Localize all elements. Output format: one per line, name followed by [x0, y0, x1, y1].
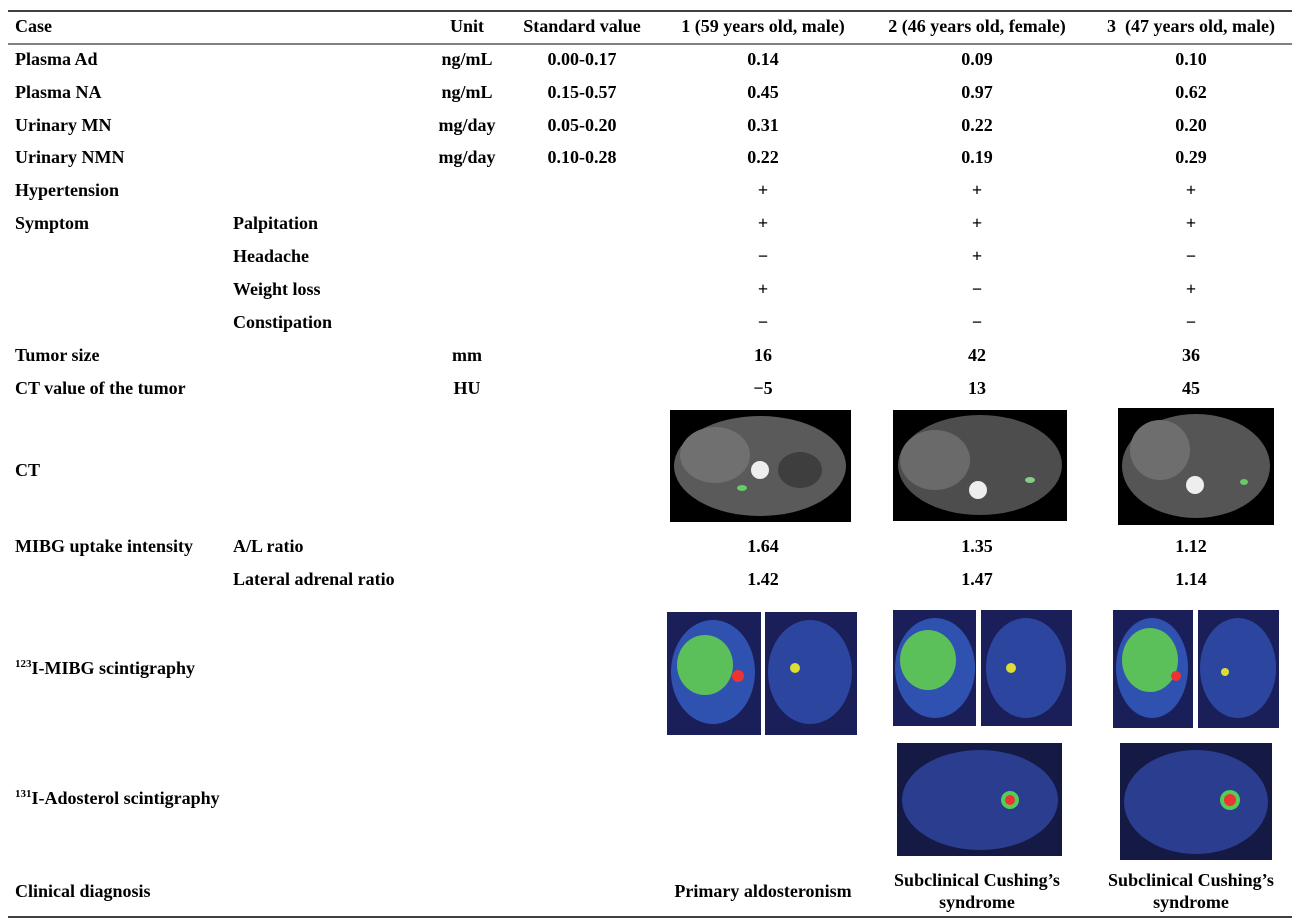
value-cell: − — [758, 246, 768, 266]
row-sublabel: Weight loss — [233, 279, 321, 299]
row-sublabel: A/L ratio — [233, 536, 304, 556]
mibg-image — [893, 610, 1072, 726]
value-cell: 0.97 — [961, 82, 993, 102]
standard-cell: 0.15-0.57 — [548, 82, 617, 102]
value-cell: −5 — [753, 378, 772, 398]
row-label: Tumor size — [15, 345, 100, 365]
isotope: 131 — [15, 788, 32, 800]
value-cell: − — [1186, 246, 1196, 266]
value-cell: 0.09 — [961, 49, 993, 69]
row-label: Clinical diagnosis — [15, 881, 151, 901]
value-cell: Subclinical Cushing’s — [1108, 870, 1274, 890]
value-cell: 42 — [968, 345, 986, 365]
value-cell: − — [1186, 312, 1196, 332]
ct-image — [1118, 408, 1274, 525]
value-cell: Subclinical Cushing’s — [894, 870, 1060, 890]
value-cell: 0.19 — [961, 147, 993, 167]
value-cell: 16 — [754, 345, 772, 365]
value-cell: 0.10 — [1175, 49, 1207, 69]
value-cell: 0.62 — [1175, 82, 1207, 102]
value-cell: 0.31 — [747, 115, 779, 135]
row-label: Hypertension — [15, 180, 119, 200]
value-cell: + — [758, 279, 768, 299]
value-cell: + — [972, 180, 982, 200]
value-cell: 1.14 — [1175, 569, 1207, 589]
table: Case Unit Standard value 1 (59 years old, m… — [0, 0, 1295, 919]
unit-cell: ng/mL — [441, 82, 492, 102]
row-sublabel: Headache — [233, 246, 309, 266]
ct-image — [670, 410, 851, 522]
value-cell: + — [758, 213, 768, 233]
unit-cell: ng/mL — [441, 49, 492, 69]
row-label-name: I-Adosterol scintigraphy — [32, 788, 220, 808]
value-cell: 1.35 — [961, 536, 993, 556]
row-label: Urinary NMN — [15, 147, 124, 167]
header-cell: 3 (47 years old, male) — [1107, 16, 1275, 37]
row-sublabel: Palpitation — [233, 213, 318, 233]
row-label: MIBG uptake intensity — [15, 536, 193, 556]
row-sublabel: Lateral adrenal ratio — [233, 569, 395, 589]
row-label: 123I-MIBG scintigraphy — [15, 658, 195, 679]
value-cell: + — [1186, 279, 1196, 299]
header-cell: Unit — [450, 16, 484, 36]
value-cell: 0.20 — [1175, 115, 1207, 135]
adosterol-image — [1120, 743, 1272, 860]
ct-image — [893, 410, 1067, 521]
row-label: CT value of the tumor — [15, 378, 186, 398]
value-cell: syndrome — [1153, 892, 1229, 912]
value-cell: − — [972, 312, 982, 332]
value-cell: 1.47 — [961, 569, 993, 589]
value-cell: + — [1186, 180, 1196, 200]
value-cell: Primary aldosteronism — [674, 881, 851, 901]
unit-cell: mg/day — [438, 147, 495, 167]
mibg-image — [1113, 610, 1279, 728]
value-cell: 0.22 — [961, 115, 993, 135]
value-cell: − — [758, 312, 768, 332]
header-cell: Standard value — [523, 16, 641, 36]
value-cell: 36 — [1182, 345, 1200, 365]
row-label: Plasma NA — [15, 82, 102, 102]
isotope: 123 — [15, 658, 32, 670]
value-cell: 0.29 — [1175, 147, 1207, 167]
value-cell: 0.22 — [747, 147, 779, 167]
row-label: 131I-Adosterol scintigraphy — [15, 788, 220, 809]
row-label: Plasma Ad — [15, 49, 98, 69]
adosterol-image — [897, 743, 1062, 856]
standard-cell: 0.00-0.17 — [548, 49, 617, 69]
standard-cell: 0.05-0.20 — [548, 115, 617, 135]
value-cell: 45 — [1182, 378, 1200, 398]
unit-cell: mg/day — [438, 115, 495, 135]
header-cell: Case — [15, 16, 52, 36]
row-label: Urinary MN — [15, 115, 111, 135]
row-label: Symptom — [15, 213, 89, 233]
value-cell: 1.12 — [1175, 536, 1207, 556]
value-cell: 13 — [968, 378, 986, 398]
value-cell: 1.64 — [747, 536, 779, 556]
value-cell: − — [972, 279, 982, 299]
value-cell: + — [758, 180, 768, 200]
unit-cell: HU — [454, 378, 481, 398]
value-cell: 1.42 — [747, 569, 779, 589]
row-label-name: I-MIBG scintigraphy — [32, 658, 196, 678]
value-cell: syndrome — [939, 892, 1015, 912]
row-sublabel: Constipation — [233, 312, 332, 332]
unit-cell: mm — [452, 345, 482, 365]
header-cell: 2 (46 years old, female) — [888, 16, 1065, 37]
standard-cell: 0.10-0.28 — [548, 147, 617, 167]
page: {"header": {"case": "Case", "unit": "Uni… — [0, 0, 1295, 919]
header-cell: 1 (59 years old, male) — [681, 16, 844, 37]
value-cell: + — [1186, 213, 1196, 233]
value-cell: + — [972, 213, 982, 233]
value-cell: 0.45 — [747, 82, 779, 102]
value-cell: + — [972, 246, 982, 266]
mibg-image — [667, 612, 857, 735]
row-label: CT — [15, 460, 40, 480]
value-cell: 0.14 — [747, 49, 779, 69]
